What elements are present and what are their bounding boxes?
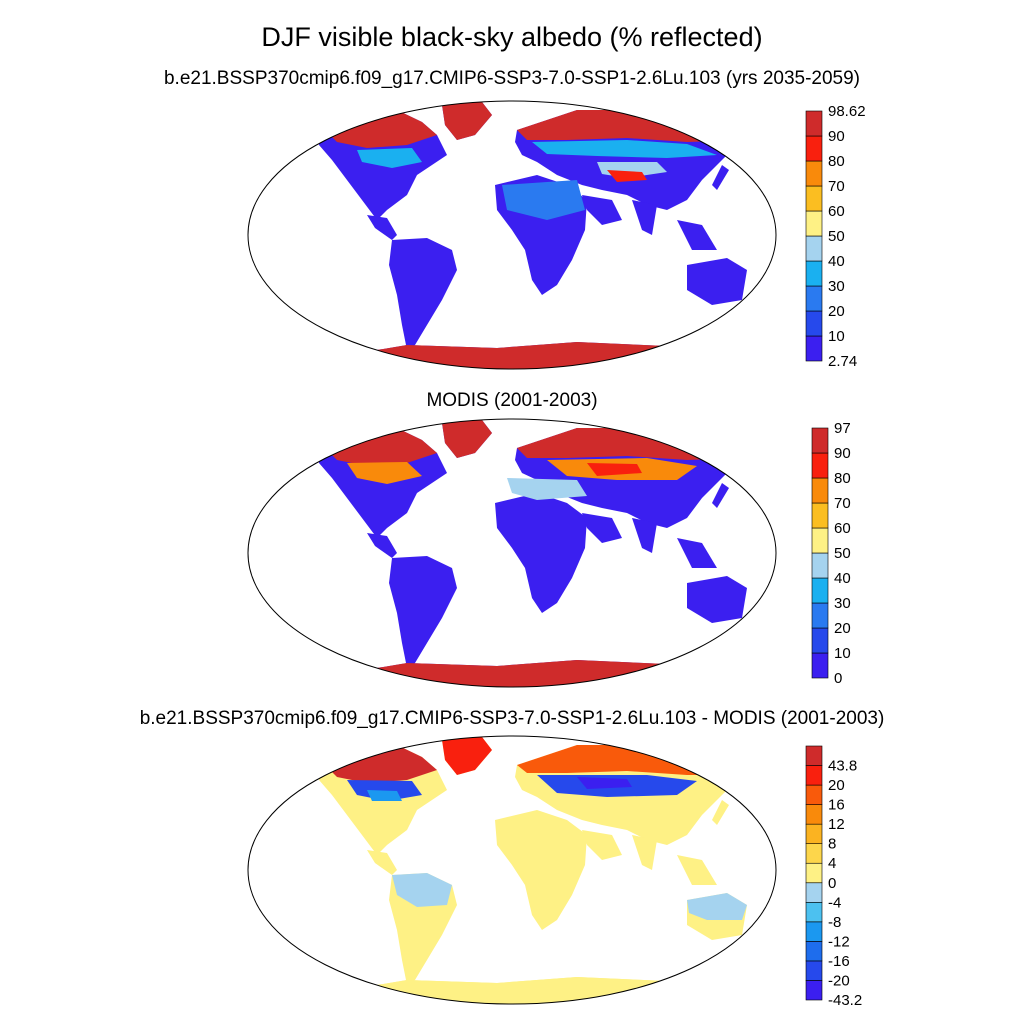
colorbar-swatch [805, 980, 823, 1001]
colorbar-swatch [805, 235, 823, 262]
colorbar-tick-label: -12 [828, 933, 850, 950]
colorbar-swatch [811, 602, 829, 629]
colorbar-tick-label: 60 [834, 520, 851, 537]
map-panel-3 [247, 735, 777, 1005]
colorbar-swatch [811, 552, 829, 579]
colorbar-swatch [811, 502, 829, 529]
colorbar-swatch [805, 960, 823, 981]
colorbar-swatch [805, 210, 823, 237]
colorbar-tick-label: 80 [834, 470, 851, 487]
colorbar-swatch [805, 285, 823, 312]
colorbar-tick-label: 20 [828, 777, 845, 794]
colorbar-swatch [805, 823, 823, 844]
colorbar-tick-label: -43.2 [828, 992, 862, 1009]
colorbar-tick-label: 2.74 [828, 353, 857, 370]
colorbar-swatch [811, 627, 829, 654]
colorbar-tick-label: 40 [828, 253, 845, 270]
colorbar-tick-label: 12 [828, 816, 845, 833]
colorbar-tick-label: 80 [828, 153, 845, 170]
colorbar-tick-label: 70 [834, 495, 851, 512]
colorbar-tick-label: -20 [828, 972, 850, 989]
colorbar-tick-label: -8 [828, 914, 841, 931]
colorbar-tick-label: 20 [834, 620, 851, 637]
colorbar-swatch [811, 477, 829, 504]
figure-title: DJF visible black-sky albedo (% reflecte… [261, 22, 763, 52]
colorbar-tick-label: 10 [828, 328, 845, 345]
colorbar-tick-label: 43.8 [828, 758, 857, 775]
panel-2-title: MODIS (2001-2003) [426, 390, 598, 411]
map-panel-1 [247, 100, 777, 370]
colorbar-tick-label: 4 [828, 855, 836, 872]
colorbar-swatch [805, 921, 823, 942]
colorbar-swatch [811, 652, 829, 679]
colorbar-swatch [805, 310, 823, 337]
colorbar-tick-label: 50 [834, 545, 851, 562]
colorbar-tick-label: 40 [834, 570, 851, 587]
colorbar-swatch [805, 784, 823, 805]
colorbar-tick-label: 98.62 [828, 105, 866, 120]
colorbar-tick-label: -4 [828, 894, 841, 911]
colorbar-panel-3: -43.2 -20 -16 -12 -8 -4 0 4 8 12 16 20 43.8 [805, 745, 862, 1009]
colorbar-swatch [805, 862, 823, 884]
colorbar-swatch [805, 882, 823, 903]
colorbar-swatch [805, 260, 823, 287]
colorbar-tick-label: 30 [834, 595, 851, 612]
colorbar-swatch [811, 427, 829, 454]
panel-3-title: b.e21.BSSP370cmip6.f09_g17.CMIP6-SSP3-7.… [139, 708, 885, 729]
colorbar-swatch [811, 577, 829, 604]
colorbar-tick-label: 90 [828, 128, 845, 145]
colorbar-tick-label: 60 [828, 203, 845, 220]
colorbar-tick-label: 8 [828, 836, 836, 853]
colorbar-tick-label: 10 [834, 645, 851, 662]
map-panel-2 [247, 418, 777, 688]
colorbar-tick-label: 0 [828, 875, 836, 892]
colorbar-swatch [805, 745, 823, 766]
colorbar-swatch [805, 110, 823, 137]
colorbar-swatch [805, 765, 823, 786]
colorbar-swatch [805, 941, 823, 962]
colorbar-tick-label: 20 [828, 303, 845, 320]
colorbar-tick-label: 90 [834, 445, 851, 462]
colorbar-swatch [811, 452, 829, 479]
colorbar-tick-label: 30 [828, 278, 845, 295]
colorbar-panel-2: 0 10 20 30 40 50 60 70 80 90 97 [811, 422, 851, 687]
colorbar-swatch [805, 902, 823, 923]
colorbar-swatch [805, 843, 823, 864]
colorbar-tick-label: 16 [828, 797, 845, 814]
colorbar-swatch [805, 135, 823, 162]
colorbar-swatch [805, 160, 823, 187]
colorbar-tick-label: -16 [828, 953, 850, 970]
colorbar-swatch [805, 804, 823, 825]
colorbar-tick-label: 50 [828, 228, 845, 245]
colorbar-tick-label: 70 [828, 178, 845, 195]
colorbar-tick-label: 0 [834, 670, 842, 687]
colorbar-swatch [805, 335, 823, 362]
panel-1-title: b.e21.BSSP370cmip6.f09_g17.CMIP6-SSP3-7.… [163, 68, 861, 89]
colorbar-tick-label: 97 [834, 422, 851, 437]
colorbar-panel-1: 2.74 10 20 30 40 50 60 70 80 90 98.62 [805, 105, 866, 370]
colorbar-swatch [805, 185, 823, 212]
colorbar-swatch [811, 527, 829, 554]
